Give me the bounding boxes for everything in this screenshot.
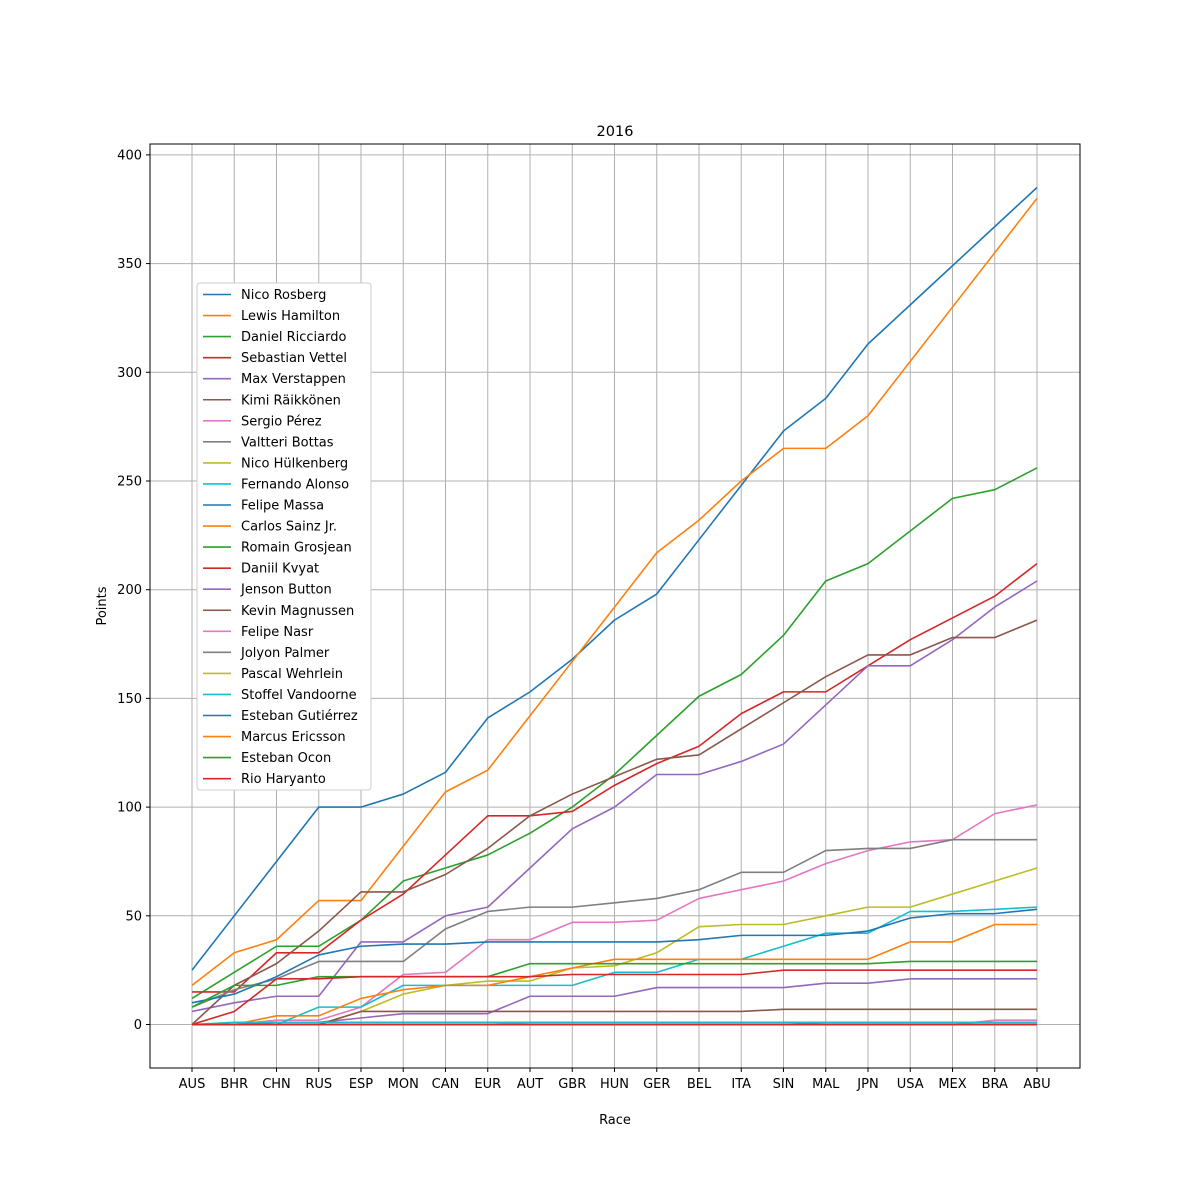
x-axis-ticks: AUS BHR CHN RUS ESP MON CAN EUR AUT GBR HUN GER BEL I… [179, 1068, 1051, 1092]
legend-label: Fernando Alonso [241, 477, 349, 492]
series-line [191, 619, 1038, 1026]
y-axis-ticks: 0 50 100 150 200 250 300 350 400 [117, 148, 150, 1033]
legend-label: Daniel Ricciardo [241, 330, 346, 345]
chart-title: 2016 [597, 124, 634, 140]
series-line [191, 838, 1037, 1008]
legend-label: Esteban Gutiérrez [241, 709, 358, 724]
x-tick-label: AUT [517, 1077, 543, 1092]
legend-box [196, 282, 372, 791]
x-tick-label: CAN [432, 1077, 460, 1092]
y-tick-label: 400 [117, 148, 142, 163]
x-tick-label: USA [897, 1077, 924, 1092]
legend-label: Rio Haryanto [241, 772, 326, 787]
y-axis-label: Points [95, 586, 110, 625]
series-line [191, 969, 1037, 1026]
series-line [191, 186, 1038, 971]
legend-label: Romain Grosjean [241, 541, 352, 556]
legend-label: Felipe Massa [241, 499, 324, 514]
y-tick-label: 50 [125, 909, 142, 924]
y-tick-label: 250 [117, 474, 142, 489]
x-tick-label: MON [388, 1077, 419, 1092]
series-line [191, 467, 1038, 1000]
x-tick-label: BHR [220, 1077, 248, 1092]
series-lines [191, 186, 1038, 1026]
y-tick-label: 300 [117, 366, 142, 381]
legend-label: Marcus Ericsson [241, 730, 346, 745]
series-line [192, 923, 1037, 1026]
x-tick-label: GBR [558, 1077, 586, 1092]
x-tick-label: AUS [179, 1077, 206, 1092]
legend-label: Jolyon Palmer [240, 646, 330, 661]
series-line [192, 804, 1038, 1026]
y-tick-label: 350 [117, 257, 142, 272]
legend-label: Sergio Pérez [241, 414, 322, 429]
series-line [192, 1008, 1037, 1026]
series-line [191, 197, 1038, 987]
x-tick-label: ABU [1023, 1077, 1050, 1092]
x-tick-label: MAL [812, 1077, 840, 1092]
y-tick-label: 100 [117, 801, 142, 816]
legend-label: Max Verstappen [241, 372, 346, 387]
x-tick-label: HUN [600, 1077, 629, 1092]
legend-label: Daniil Kvyat [241, 562, 319, 577]
x-tick-label: SIN [773, 1077, 795, 1092]
x-axis-label: Race [599, 1113, 631, 1128]
legend-label: Felipe Nasr [241, 625, 314, 640]
legend-label: Valtteri Bottas [241, 435, 334, 450]
series-line [192, 906, 1038, 1026]
y-tick-label: 0 [134, 1018, 142, 1033]
x-tick-label: EUR [474, 1077, 501, 1092]
x-tick-label: RUS [305, 1077, 332, 1092]
legend: Nico Rosberg Lewis Hamilton Daniel Ricciar… [196, 282, 372, 791]
legend-label: Kevin Magnussen [241, 604, 354, 619]
legend-label: Nico Rosberg [241, 288, 326, 303]
x-tick-label: ESP [349, 1077, 373, 1092]
legend-label: Nico Hülkenberg [241, 456, 348, 471]
x-tick-label: MEX [938, 1077, 966, 1092]
x-tick-label: BEL [687, 1077, 712, 1092]
x-tick-label: CHN [262, 1077, 291, 1092]
y-tick-label: 200 [117, 583, 142, 598]
series-line [191, 1021, 1037, 1026]
x-tick-label: BRA [982, 1077, 1008, 1092]
legend-label: Esteban Ocon [241, 751, 331, 766]
legend-label: Lewis Hamilton [241, 309, 340, 324]
y-tick-label: 150 [117, 692, 142, 707]
legend-label: Pascal Wehrlein [241, 667, 343, 682]
series-line [191, 960, 1037, 1008]
legend-label: Stoffel Vandoorne [241, 688, 357, 703]
x-tick-label: JPN [856, 1077, 878, 1092]
legend-label: Sebastian Vettel [241, 351, 347, 366]
series-line [192, 562, 1038, 993]
series-line [191, 908, 1038, 1004]
x-tick-label: ITA [731, 1077, 751, 1092]
legend-label: Kimi Räikkönen [241, 393, 341, 408]
x-tick-label: GER [643, 1077, 670, 1092]
legend-label: Carlos Sainz Jr. [241, 520, 337, 535]
legend-label: Jenson Button [240, 583, 332, 598]
